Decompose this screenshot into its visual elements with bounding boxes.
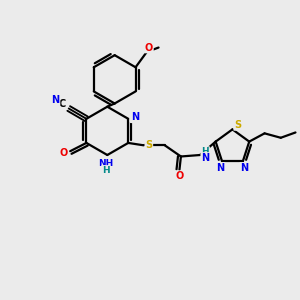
Text: O: O	[60, 148, 68, 158]
Text: S: S	[145, 140, 152, 150]
Text: NH: NH	[98, 159, 113, 168]
Text: N: N	[130, 112, 139, 122]
Text: O: O	[145, 43, 153, 52]
Text: N: N	[240, 163, 248, 173]
Text: S: S	[234, 120, 241, 130]
Text: N: N	[201, 153, 209, 163]
Text: H: H	[202, 147, 209, 156]
Text: O: O	[175, 171, 184, 181]
Text: C: C	[58, 99, 66, 109]
Text: N: N	[51, 95, 59, 105]
Text: H: H	[102, 166, 110, 175]
Text: N: N	[217, 163, 225, 173]
